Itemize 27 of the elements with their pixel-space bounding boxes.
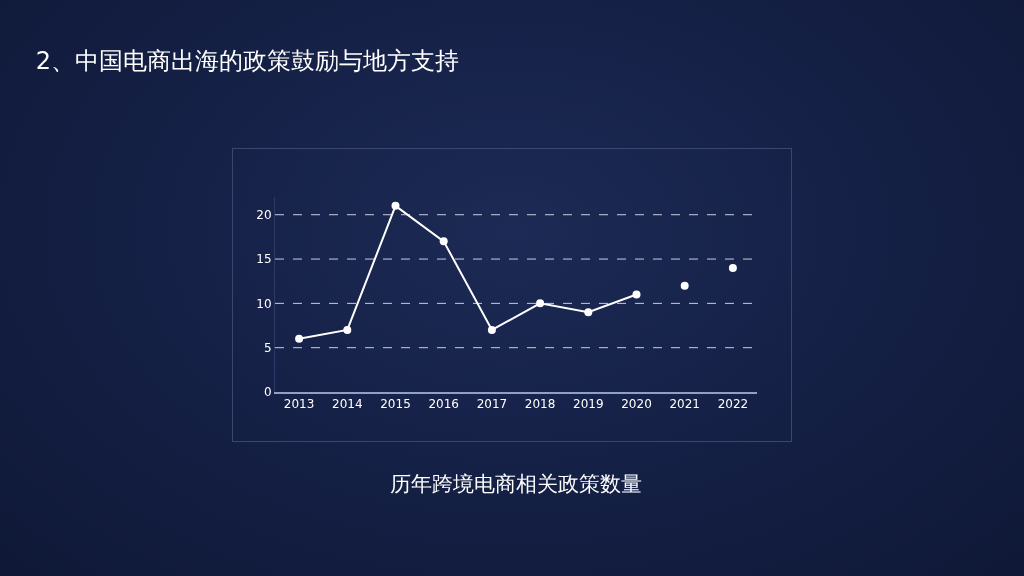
- x-tick-label: 2019: [573, 397, 604, 412]
- x-tick-label: 2015: [380, 397, 411, 412]
- point: [439, 237, 448, 246]
- y-tick-label: 0: [263, 385, 272, 400]
- point: [680, 281, 689, 290]
- text: 历年跨境电商相关政策数量: [390, 472, 642, 496]
- point: [295, 334, 304, 343]
- point: [343, 325, 352, 334]
- y-tick-label: 20: [256, 207, 272, 222]
- point: [632, 290, 641, 299]
- x-tick-label: 2017: [476, 397, 508, 412]
- y-tick-label: 10: [256, 296, 272, 311]
- x-tick-label: 2018: [524, 397, 556, 412]
- x-tick-label: 2021: [669, 397, 700, 412]
- point: [584, 308, 593, 317]
- x-tick-label: 2013: [283, 397, 315, 412]
- x-tick-label: 2016: [428, 397, 459, 412]
- x-tick-label: 2014: [332, 397, 363, 412]
- point: [728, 263, 737, 272]
- x-tick-label: 2020: [621, 397, 652, 412]
- x-tick-label: 2022: [717, 397, 749, 412]
- y-tick-label: 5: [263, 340, 272, 355]
- point: [536, 299, 545, 308]
- point: [487, 325, 496, 334]
- chart-title: 2、中国电商出海的政策鼓励与地方支持: [35, 46, 460, 75]
- y-tick-label: 15: [256, 252, 272, 267]
- point: [391, 201, 400, 210]
